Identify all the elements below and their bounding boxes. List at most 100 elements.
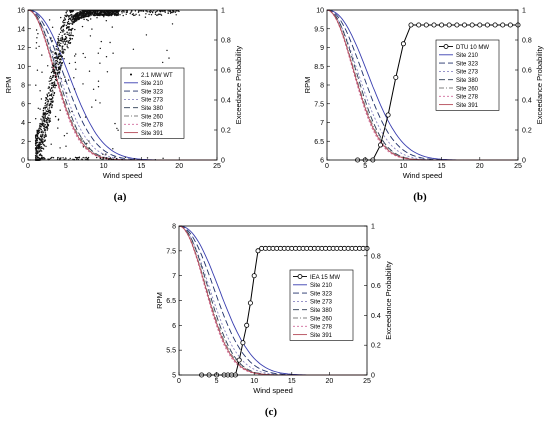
turbine-point <box>46 110 48 113</box>
turbine-point <box>50 157 52 160</box>
turbine-point <box>50 100 52 103</box>
turbine-point <box>122 14 124 17</box>
y2-tick-label: 0.2 <box>522 128 532 135</box>
turbine-point <box>88 147 91 149</box>
turbine-point <box>90 18 92 20</box>
turbine-point <box>34 142 37 145</box>
turbine-point <box>114 13 117 15</box>
turbine-point <box>97 86 100 88</box>
turbine-marker <box>477 22 483 28</box>
turbine-point <box>44 112 47 114</box>
turbine-point <box>69 42 72 44</box>
turbine-point <box>60 66 62 68</box>
turbine-point <box>116 14 118 17</box>
y-tick-label: 9.5 <box>314 26 324 33</box>
turbine-point <box>72 35 74 37</box>
turbine-point <box>95 14 97 16</box>
turbine-point <box>138 10 140 12</box>
turbine-point <box>46 106 48 108</box>
turbine-point <box>119 14 121 16</box>
turbine-point <box>64 33 66 35</box>
turbine-point <box>45 127 48 129</box>
turbine-point <box>72 27 74 30</box>
turbine-point <box>42 122 44 125</box>
turbine-point <box>105 153 107 155</box>
turbine-point <box>75 16 77 18</box>
turbine-point <box>49 77 51 79</box>
turbine-point <box>51 86 53 89</box>
turbine-point <box>125 10 127 12</box>
turbine-point <box>60 42 62 45</box>
turbine-point <box>60 58 62 60</box>
turbine-point <box>79 11 82 13</box>
turbine-point <box>35 152 37 154</box>
turbine-marker <box>492 22 498 28</box>
turbine-point <box>62 42 64 44</box>
turbine-point <box>50 143 52 145</box>
turbine-point <box>56 49 58 51</box>
turbine-point <box>168 57 170 59</box>
turbine-point <box>73 16 75 18</box>
turbine-point <box>77 16 79 19</box>
turbine-point <box>164 10 166 12</box>
turbine-point <box>92 88 95 91</box>
turbine-point <box>69 34 71 37</box>
turbine-point <box>84 116 87 118</box>
turbine-point <box>36 155 38 158</box>
turbine-point <box>108 158 111 160</box>
turbine-marker <box>439 22 445 28</box>
turbine-point <box>52 101 54 103</box>
turbine-point <box>70 30 73 32</box>
turbine-point <box>54 72 56 75</box>
turbine-point <box>69 38 72 40</box>
y-tick-label: 8.5 <box>314 64 324 71</box>
turbine-point <box>47 128 49 130</box>
turbine-point <box>52 69 54 71</box>
turbine-point <box>41 155 43 157</box>
turbine-point <box>35 157 37 159</box>
turbine-point <box>75 18 77 21</box>
turbine-point <box>59 58 61 60</box>
turbine-point <box>57 54 60 56</box>
turbine-marker <box>500 22 506 28</box>
turbine-marker <box>247 300 253 306</box>
turbine-point <box>145 34 148 36</box>
caption-a: (a) <box>113 191 127 203</box>
turbine-point <box>71 18 74 21</box>
turbine-point <box>145 13 147 15</box>
turbine-point <box>151 11 154 14</box>
turbine-point <box>47 92 50 94</box>
y-tick-label: 6 <box>172 323 176 330</box>
turbine-point <box>57 41 59 43</box>
turbine-point <box>94 13 96 15</box>
turbine-point <box>68 17 71 20</box>
turbine-point <box>35 136 37 139</box>
turbine-point <box>41 121 43 123</box>
turbine-marker <box>393 75 399 81</box>
turbine-point <box>49 120 52 122</box>
turbine-point <box>85 156 88 159</box>
turbine-point <box>44 158 46 160</box>
turbine-point <box>48 80 50 83</box>
turbine-point <box>35 29 38 31</box>
legend-label: Site 278 <box>141 123 164 129</box>
turbine-point <box>70 10 73 12</box>
turbine-point <box>168 10 170 12</box>
turbine-point <box>52 51 54 53</box>
turbine-point <box>39 23 41 25</box>
turbine-point <box>39 127 41 129</box>
turbine-point <box>96 10 99 13</box>
turbine-point <box>41 140 43 142</box>
turbine-point <box>86 157 89 160</box>
turbine-point <box>44 124 47 126</box>
y-tick-label: 14 <box>17 26 25 33</box>
turbine-point <box>62 38 64 41</box>
turbine-point <box>65 24 68 27</box>
turbine-point <box>35 135 37 137</box>
legend-label: Site 278 <box>310 325 333 331</box>
turbine-point <box>41 138 44 140</box>
turbine-point <box>63 48 65 51</box>
turbine-point <box>139 10 141 12</box>
turbine-point <box>50 95 53 97</box>
legend-label: Site 210 <box>141 81 164 87</box>
